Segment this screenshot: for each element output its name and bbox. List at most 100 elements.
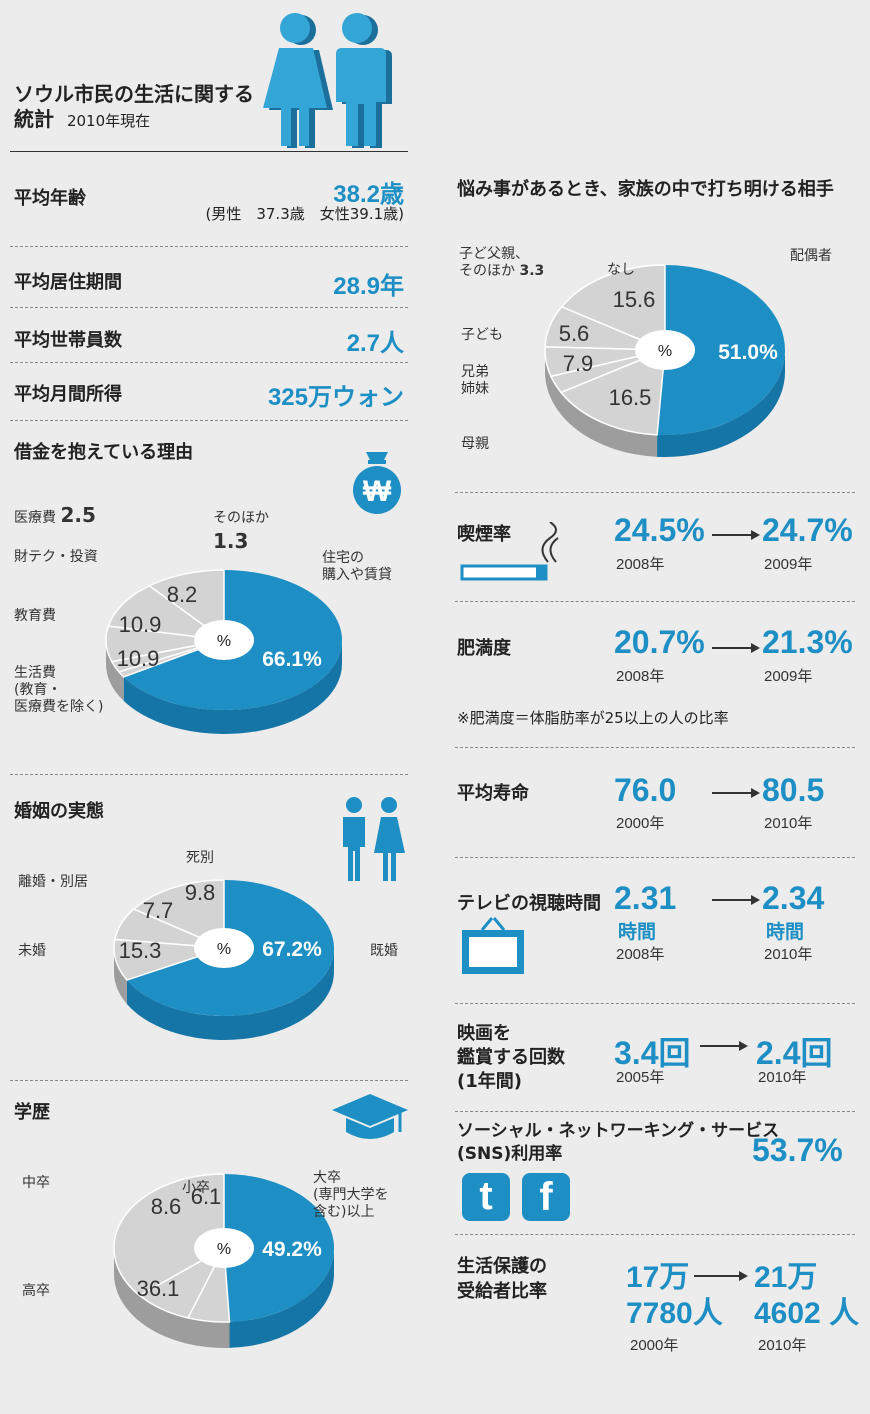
stat-sub-age: (男性 37.3歳 女性39.1歳) (205, 205, 404, 223)
divider (10, 1080, 408, 1081)
arrow (700, 1041, 748, 1051)
label-high: 高卒 (22, 1283, 50, 1299)
tv-from-year: 2008年 (616, 946, 665, 963)
label-other: そのほか 1.3 (213, 510, 269, 553)
graduation-cap-icon (332, 1094, 408, 1139)
pie-value-label: 10.9 (117, 646, 160, 671)
life-to: 80.5 (762, 772, 825, 808)
tv-from: 2.31 (614, 880, 677, 916)
pie-value-label: 10.9 (119, 612, 162, 637)
label-single: 未婚 (18, 943, 46, 959)
welfare-label: 生活保護の 受給者比率 (457, 1256, 547, 1302)
pie-value-label: 9.8 (185, 880, 216, 905)
pie-value-label: 7.7 (143, 898, 174, 923)
stat-value-age: 38.2歳 (333, 181, 404, 208)
stat-label-household: 平均世帯員数 (14, 330, 122, 351)
pie-value-label: 15.6 (613, 287, 656, 312)
stat-label-age: 平均年齢 (14, 188, 86, 209)
pie-side-blue (123, 640, 342, 734)
sns-label: ソーシャル・ネットワーキング・サービス (SNS)利用率 (457, 1121, 780, 1164)
life-from: 76.0 (614, 772, 677, 808)
pie-side-blue (229, 1248, 334, 1348)
label-medical: 医療費 2.5 (14, 503, 96, 527)
won-icon: ₩ (363, 475, 392, 508)
tv-to: 2.34 (762, 880, 825, 916)
label-housing: 住宅の 購入や賃貸 (322, 550, 392, 583)
label-middle: 中卒 (22, 1175, 50, 1191)
divider (455, 857, 855, 858)
page-title: ソウル市民の生活に関する 統計 2010年現在 (14, 82, 254, 131)
label-divorced: 離婚・別居 (18, 874, 88, 890)
smoking-from-year: 2008年 (616, 556, 665, 573)
sns-value: 53.7% (752, 1132, 843, 1168)
divider (10, 246, 408, 247)
obesity-label: 肥満度 (457, 638, 511, 659)
pie-value-label: 36.1 (137, 1276, 180, 1301)
pie-side-gray (114, 1248, 230, 1348)
life-to-year: 2010年 (764, 815, 813, 832)
pie-center-label: % (217, 633, 231, 650)
pie-side-gray (106, 640, 124, 701)
divider (455, 747, 855, 748)
label-mother: 母親 (461, 436, 489, 452)
divider (455, 1111, 855, 1112)
divider (455, 1003, 855, 1004)
pie-center-label: % (658, 343, 672, 360)
divider (10, 307, 408, 308)
people-icon (263, 13, 392, 148)
pie-side-blue (126, 948, 334, 1040)
money-bag-icon: ₩ (353, 452, 401, 514)
obesity-from-year: 2008年 (616, 668, 665, 685)
divider (10, 151, 408, 152)
arrow (712, 895, 760, 905)
obesity-from: 20.7% (614, 624, 705, 660)
label-spouse: 配偶者 (790, 248, 832, 264)
label-invest: 財テク・投資 (14, 549, 98, 565)
label-married: 既婚 (370, 943, 398, 959)
stat-label-residence: 平均居住期間 (14, 272, 122, 293)
pie-side-gray (545, 350, 658, 457)
smoking-to-year: 2009年 (764, 556, 813, 573)
stat-value-residence: 28.9年 (333, 273, 404, 300)
tv-icon (462, 917, 524, 974)
pie-center (194, 928, 254, 968)
family-pie: %51.0%16.57.95.63.315.6 (544, 264, 785, 457)
life-from-year: 2000年 (616, 815, 665, 832)
pie-center (194, 1228, 254, 1268)
pie-value-label: 6.1 (191, 1184, 222, 1209)
cigarette-icon (460, 522, 559, 581)
stat-value-household: 2.7人 (346, 330, 404, 357)
debt-title: 借金を抱えている理由 (14, 442, 194, 463)
welfare-to-year: 2010年 (758, 1337, 807, 1354)
marriage-title: 婚姻の実態 (14, 801, 104, 822)
label-univ: 大卒 (専門大学を 含む)以上 (313, 1170, 389, 1220)
facebook-icon: f (522, 1173, 570, 1221)
label-child: 子ども (461, 327, 503, 343)
pie-value-label: 51.0% (718, 341, 778, 364)
smoking-label: 喫煙率 (457, 524, 511, 545)
welfare-from-year: 2000年 (630, 1337, 679, 1354)
life-label: 平均寿命 (457, 783, 529, 804)
pie-slice (132, 879, 225, 950)
welfare-from: 17万 7780人 (626, 1261, 723, 1330)
pie-side-gray (114, 948, 127, 1005)
title-date: 2010年現在 (66, 112, 151, 130)
divider (455, 601, 855, 602)
label-none: なし (607, 262, 635, 278)
pie-value-label: 8.2 (167, 582, 198, 607)
marriage-pie: % 67.2% 15.3 7.7 9.8 (113, 879, 334, 1040)
obesity-to-year: 2009年 (764, 668, 813, 685)
label-siblings: 兄弟 姉妹 (461, 364, 489, 397)
pie-slice (113, 1173, 225, 1297)
divider (10, 774, 408, 775)
pie-center (194, 620, 254, 660)
pie-slice (224, 1174, 335, 1322)
movie-from-year: 2005年 (616, 1069, 665, 1086)
debt-pie: %66.1%10.910.98.22.51.3 (105, 569, 342, 734)
smoking-from: 24.5% (614, 512, 705, 548)
pie-side-blue (657, 350, 785, 457)
movie-label: 映画を 鑑賞する回数 (1年間) (457, 1023, 565, 1092)
divider (10, 420, 408, 421)
pie-slice (147, 569, 225, 642)
pie-center (635, 330, 695, 370)
